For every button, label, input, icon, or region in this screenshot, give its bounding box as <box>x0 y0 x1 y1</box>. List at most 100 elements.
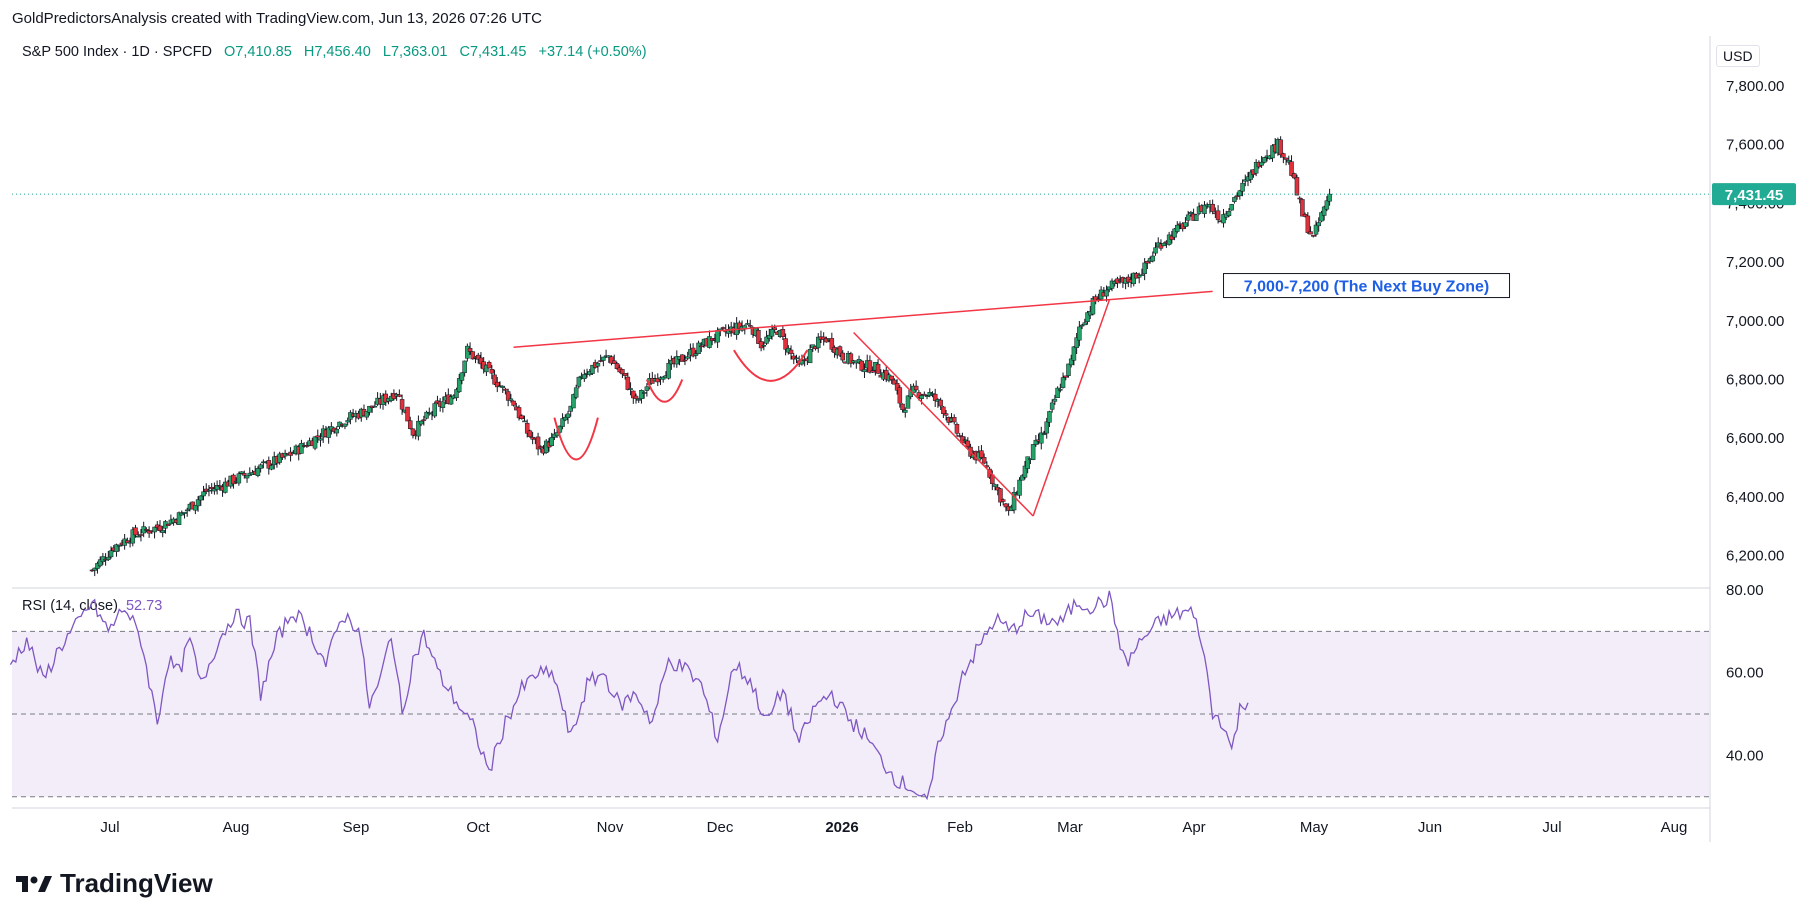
buy-zone-annotation: 7,000-7,200 (The Next Buy Zone) <box>1244 279 1489 296</box>
candle-body <box>448 396 454 405</box>
candle-body <box>133 527 138 536</box>
candle-body <box>1237 190 1243 197</box>
candle-body <box>1253 161 1259 174</box>
candle-body <box>867 360 873 373</box>
candle-body <box>424 411 429 419</box>
candle-body <box>582 374 587 380</box>
candle-body <box>715 330 720 343</box>
last-price-tag <box>1712 183 1796 206</box>
price-axis[interactable]: 6,200.00 6,400.00 6,600.00 6,800.00 7,000.00… <box>1726 78 1784 565</box>
candle-body <box>214 485 220 490</box>
candle-body <box>815 336 821 349</box>
candle-body <box>699 345 704 348</box>
time-tick-label: Mar <box>1057 819 1083 836</box>
price-chart[interactable]: 6,200.00 6,400.00 6,600.00 6,800.00 7,000.00… <box>0 0 1814 850</box>
time-tick-label: 2026 <box>825 819 858 836</box>
candle-body <box>1047 411 1052 423</box>
candle-body <box>837 346 843 356</box>
candle-body <box>108 550 114 558</box>
rsi-legend: RSI (14, close) 52.73 <box>22 598 162 614</box>
candle-body <box>693 353 699 356</box>
candle-body <box>598 360 603 362</box>
candle-body <box>560 418 565 427</box>
cup-arc <box>553 417 599 461</box>
candle-body <box>674 356 680 365</box>
candle-body <box>979 450 984 458</box>
time-tick-label: Jun <box>1418 819 1442 836</box>
cup-arc <box>733 349 809 382</box>
candle-body <box>114 544 119 552</box>
candle-body <box>707 336 712 348</box>
drawings[interactable]: 7,000-7,200 (The Next Buy Zone) <box>513 273 1511 517</box>
candle-body <box>1136 274 1142 278</box>
brand-logo[interactable]: TradingView <box>14 868 213 899</box>
candle-body <box>1000 499 1006 502</box>
candle-body <box>821 336 826 340</box>
candle-body <box>622 373 628 376</box>
candle-body <box>1297 197 1302 200</box>
candle-body <box>1033 439 1039 445</box>
symbol-name[interactable]: S&P 500 Index · 1D · SPCFD <box>22 44 212 60</box>
candle-body <box>242 472 247 476</box>
candle-body <box>549 437 554 446</box>
candle-body <box>459 372 465 381</box>
rsi-series <box>9 590 1249 801</box>
candle-body <box>1202 204 1207 214</box>
candle-body <box>1262 157 1267 163</box>
candle-body <box>500 385 505 388</box>
price-tick-label: 6,600.00 <box>1726 430 1784 447</box>
rsi-label[interactable]: RSI (14, close) <box>22 598 118 614</box>
candle-body <box>478 357 484 365</box>
candle-body <box>1221 214 1226 224</box>
candle-body <box>1049 402 1055 410</box>
candle-body <box>859 360 865 371</box>
candle-body <box>1183 222 1188 227</box>
candle-body <box>1289 161 1294 176</box>
time-axis[interactable]: Jul Aug Sep Oct Nov Dec 2026 Feb Mar Apr May Jun Jul… <box>100 819 1687 836</box>
candle-body <box>783 338 788 350</box>
candle-body <box>1185 214 1191 221</box>
candle-body <box>625 376 631 390</box>
candle-body <box>791 355 797 360</box>
candle-body <box>255 468 261 477</box>
candle-body <box>1041 433 1047 435</box>
candle-body <box>184 509 190 512</box>
price-tick-label: 6,800.00 <box>1726 371 1784 388</box>
candle-body <box>903 409 908 413</box>
candle-body <box>475 354 481 360</box>
candle-body <box>470 351 476 360</box>
time-tick-label: Dec <box>707 819 734 836</box>
candle-body <box>794 357 799 360</box>
time-tick-label: Feb <box>947 819 973 836</box>
candle-body <box>456 378 462 393</box>
price-tick-label: 6,400.00 <box>1726 489 1784 506</box>
candle-body <box>862 369 867 373</box>
last-price-label: 7,431.45 <box>1725 187 1783 204</box>
candle-body <box>193 504 198 511</box>
candle-body <box>372 405 378 408</box>
candle-body <box>954 423 960 434</box>
candle-body <box>1090 298 1096 315</box>
candle-body <box>981 457 987 464</box>
candle-body <box>1210 203 1215 212</box>
candle-body <box>92 567 97 571</box>
candle-body <box>756 330 761 344</box>
candle-body <box>1300 199 1305 217</box>
candle-body <box>938 399 943 407</box>
candle-body <box>527 430 533 437</box>
candle-body <box>505 391 511 401</box>
candle-body <box>563 416 568 421</box>
candle-body <box>1109 280 1115 289</box>
candle-body <box>1308 231 1313 235</box>
candle-body <box>1305 215 1311 233</box>
cup-arc <box>645 379 684 403</box>
currency-button[interactable]: USD <box>1716 45 1760 67</box>
candle-body <box>1321 206 1327 216</box>
candle-body <box>519 415 525 419</box>
candle-body <box>1055 387 1060 398</box>
candle-body <box>135 535 141 538</box>
candle-body <box>761 345 767 347</box>
change-label: +37.14 (+0.50%) <box>538 44 647 60</box>
candle-body <box>1278 139 1283 156</box>
candle-body <box>679 354 685 362</box>
